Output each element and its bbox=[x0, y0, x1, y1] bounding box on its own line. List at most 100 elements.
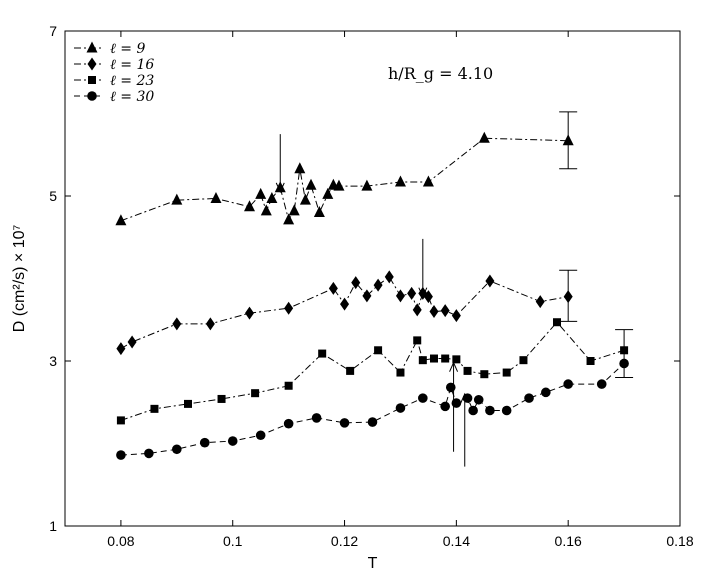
data-point bbox=[333, 179, 345, 191]
data-point bbox=[430, 354, 438, 363]
annotations-layer bbox=[275, 111, 634, 467]
arrow-head bbox=[449, 361, 459, 372]
data-point bbox=[284, 381, 293, 390]
y-tick-label: 3 bbox=[49, 353, 57, 369]
data-point bbox=[395, 403, 406, 413]
data-point bbox=[384, 270, 394, 284]
data-point bbox=[535, 295, 545, 309]
data-point bbox=[541, 387, 551, 398]
data-point bbox=[452, 355, 461, 364]
data-point bbox=[184, 399, 192, 408]
data-point bbox=[346, 366, 355, 375]
series-circle bbox=[116, 358, 629, 460]
legend-label: ℓ = 23 bbox=[110, 73, 154, 89]
x-tick-label: 0.16 bbox=[555, 533, 582, 549]
data-point bbox=[116, 342, 126, 356]
data-point bbox=[485, 274, 495, 288]
data-point bbox=[367, 417, 378, 427]
data-point bbox=[227, 436, 238, 446]
data-point bbox=[374, 346, 383, 355]
data-point bbox=[284, 301, 294, 315]
data-point bbox=[586, 357, 595, 365]
series-triangle bbox=[115, 131, 574, 226]
legend-item: ℓ = 30 bbox=[74, 89, 154, 105]
data-point bbox=[283, 213, 295, 225]
data-point bbox=[418, 356, 427, 365]
data-point bbox=[283, 418, 294, 429]
data-point bbox=[251, 389, 260, 398]
legend-marker bbox=[87, 91, 97, 101]
data-point bbox=[288, 204, 300, 216]
y-tick-label: 7 bbox=[49, 23, 57, 39]
data-point bbox=[501, 405, 512, 416]
series-line bbox=[120, 137, 569, 222]
data-point bbox=[150, 404, 159, 413]
legend-item: ℓ = 23 bbox=[74, 73, 154, 89]
x-axis-label: T bbox=[368, 555, 378, 572]
data-point bbox=[144, 448, 154, 459]
data-point bbox=[116, 416, 125, 425]
data-point bbox=[394, 175, 406, 187]
data-point bbox=[294, 162, 306, 174]
parameter-annotation: h/R_g = 4.10 bbox=[388, 64, 493, 83]
arrow-head bbox=[460, 392, 470, 404]
y-tick-label: 1 bbox=[49, 518, 57, 534]
data-point bbox=[395, 289, 405, 303]
data-point bbox=[418, 393, 428, 403]
legend-marker bbox=[88, 76, 96, 84]
data-point bbox=[311, 413, 322, 423]
data-point bbox=[328, 281, 338, 295]
data-point bbox=[413, 336, 422, 345]
data-point bbox=[351, 276, 361, 290]
data-point bbox=[451, 398, 462, 408]
legend-label: ℓ = 16 bbox=[110, 57, 154, 73]
data-point bbox=[318, 349, 327, 358]
arrow bbox=[449, 361, 459, 452]
error-bar bbox=[615, 329, 634, 378]
data-point bbox=[463, 366, 472, 375]
series-line bbox=[120, 321, 625, 421]
x-tick-label: 0.08 bbox=[107, 533, 134, 549]
x-tick-label: 0.18 bbox=[666, 533, 693, 549]
legend-item: ℓ = 16 bbox=[74, 57, 154, 73]
data-point bbox=[422, 175, 434, 187]
legend-marker bbox=[86, 41, 98, 53]
data-point bbox=[217, 394, 226, 403]
axis-ticks: 0.08 0.1 0.12 0.14 0.16 0.18 1 3 5 7 bbox=[49, 23, 694, 549]
plot-frame bbox=[64, 30, 681, 527]
data-point bbox=[473, 394, 484, 405]
data-point bbox=[480, 370, 489, 379]
data-point bbox=[524, 393, 534, 403]
data-point bbox=[339, 418, 350, 428]
y-axis-label: D (cm²/s) × 10⁷ bbox=[11, 225, 28, 333]
data-point bbox=[596, 379, 607, 389]
data-point bbox=[340, 297, 350, 311]
data-point bbox=[322, 187, 334, 199]
data-point bbox=[373, 278, 383, 292]
data-point bbox=[412, 303, 422, 317]
series-layer bbox=[115, 131, 629, 460]
error-bar bbox=[559, 269, 578, 322]
data-point bbox=[255, 430, 266, 441]
data-point bbox=[445, 382, 456, 393]
data-point bbox=[171, 193, 183, 205]
data-point bbox=[563, 379, 573, 389]
data-point bbox=[553, 318, 561, 327]
data-point bbox=[396, 368, 405, 377]
data-point bbox=[205, 317, 215, 331]
data-point bbox=[255, 187, 267, 199]
data-point bbox=[440, 401, 450, 412]
series-line bbox=[120, 276, 569, 350]
legend: ℓ = 9ℓ = 16ℓ = 23ℓ = 30 bbox=[74, 41, 154, 105]
legend-marker bbox=[87, 57, 97, 71]
arrow-head bbox=[418, 287, 428, 298]
x-tick-label: 0.12 bbox=[331, 533, 358, 549]
legend-item: ℓ = 9 bbox=[74, 41, 145, 57]
data-point bbox=[210, 191, 222, 203]
data-point bbox=[260, 204, 272, 216]
data-point bbox=[305, 178, 317, 190]
data-point bbox=[478, 131, 490, 143]
arrow bbox=[418, 238, 428, 298]
data-point bbox=[502, 368, 511, 377]
